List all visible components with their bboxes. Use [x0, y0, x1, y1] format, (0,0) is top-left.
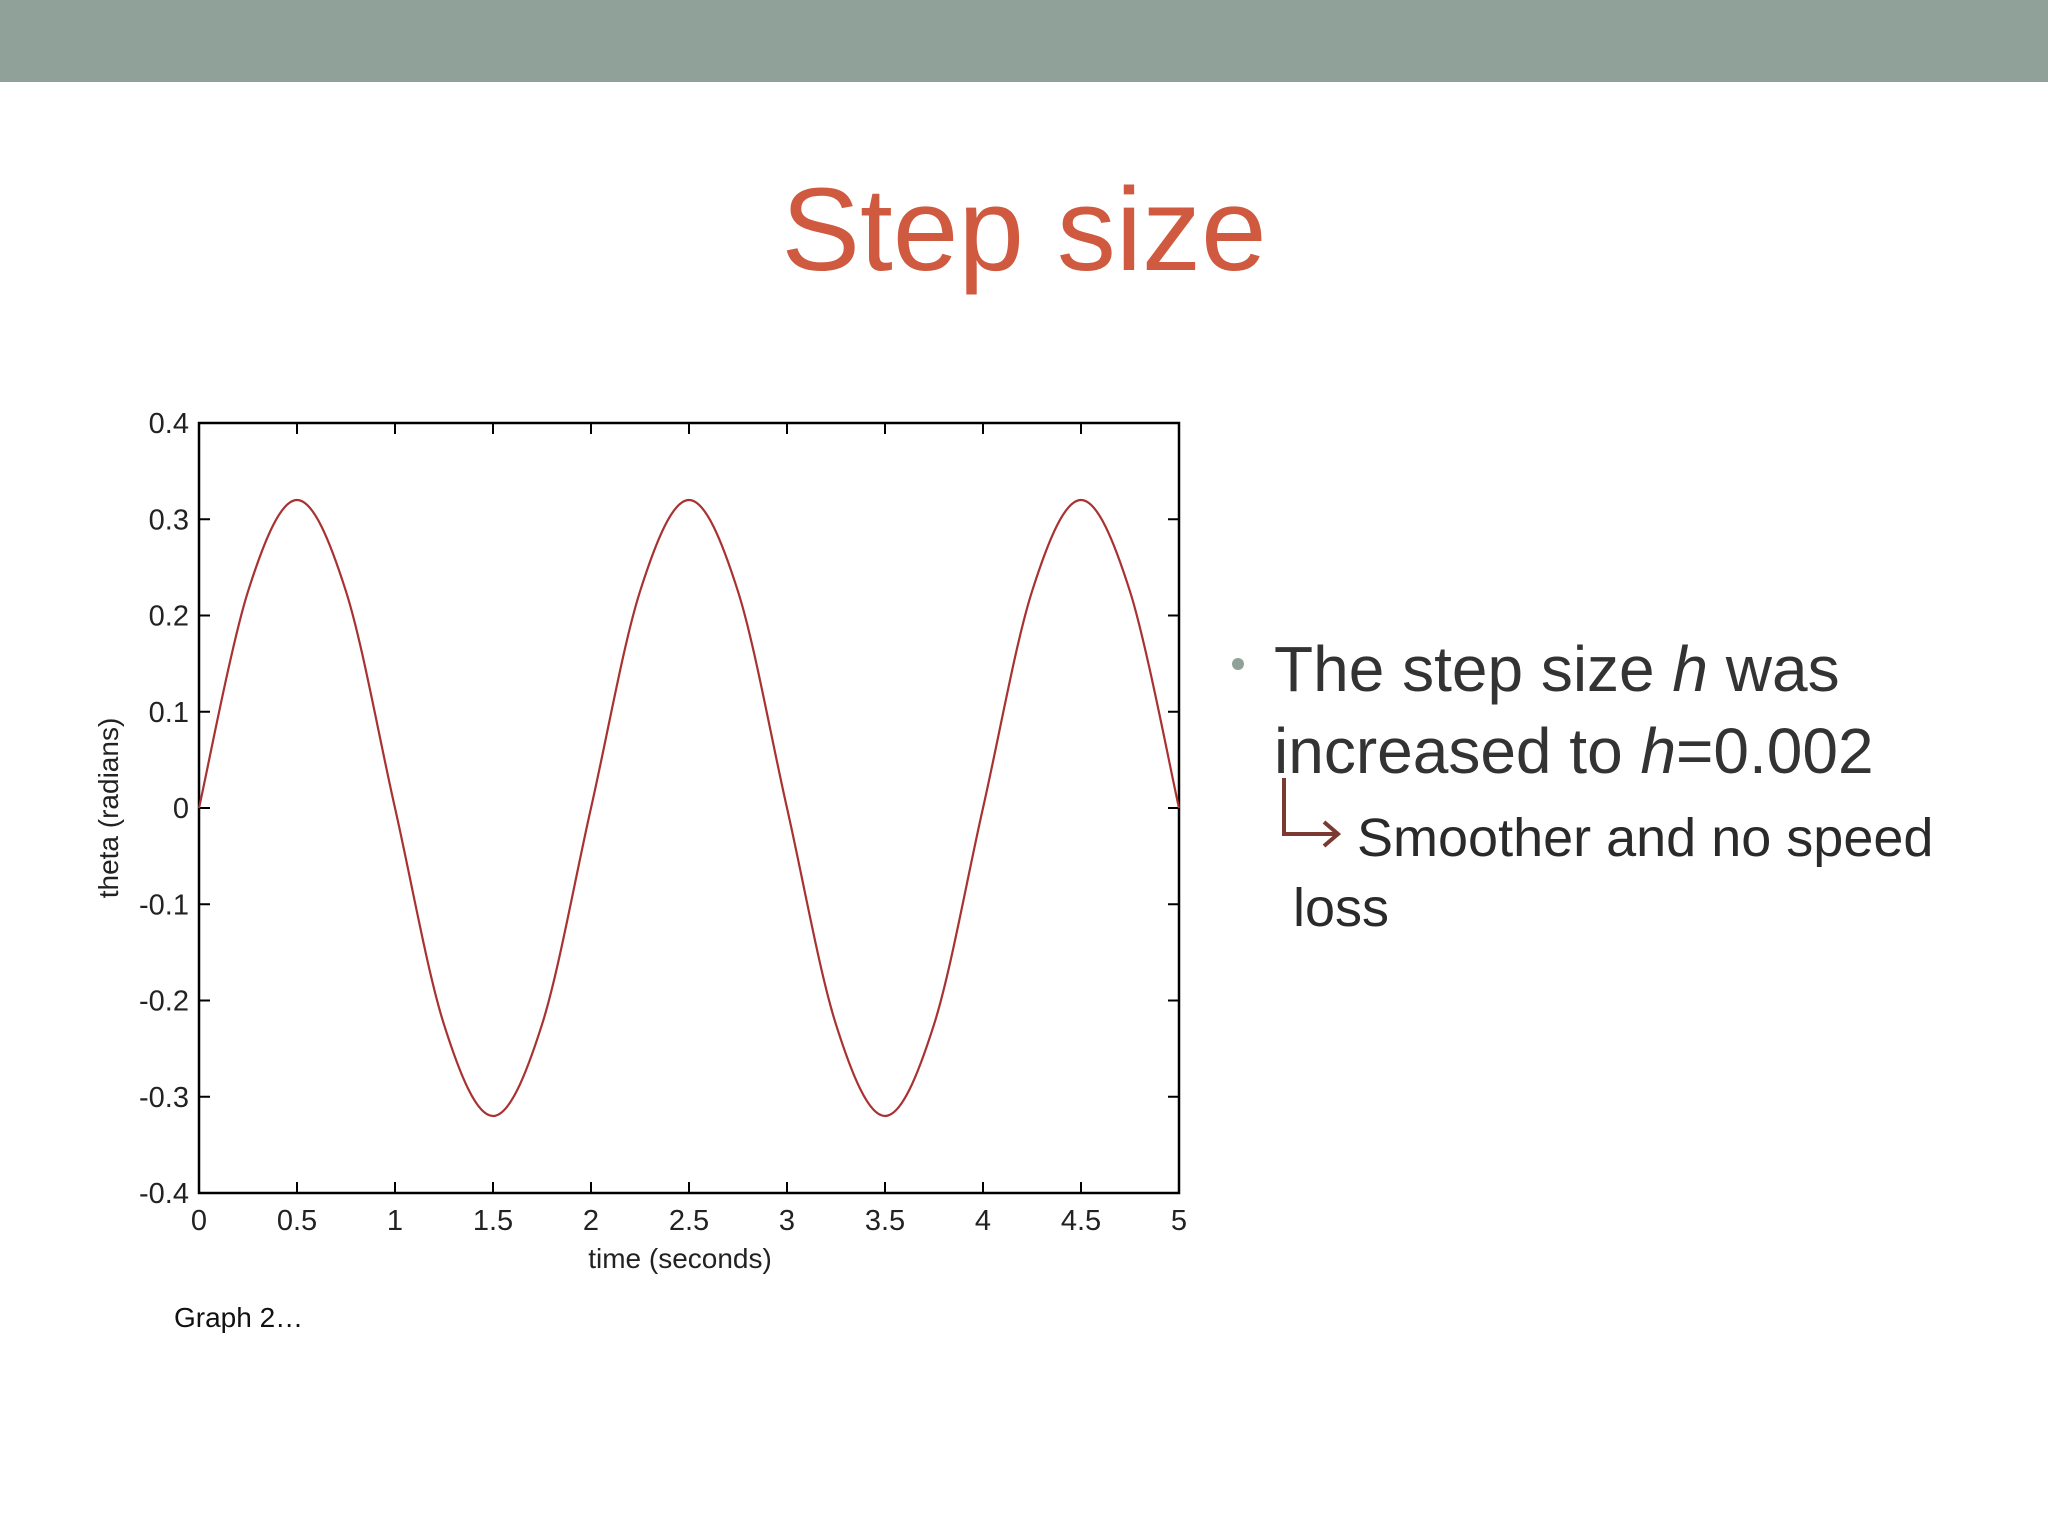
x-tick-label: 0: [191, 1205, 207, 1237]
y-tick-label: 0: [173, 793, 189, 825]
x-tick-label: 4.5: [1061, 1205, 1101, 1237]
theta-time-chart: 0 0.5 1 1.5 2 2.5 3 3.5 4 4.5 5 0.4 0.3 0.2 0.1 0 -0.1 -…: [93, 408, 1187, 1274]
x-tick-labels: 0 0.5 1 1.5 2 2.5 3 3.5 4 4.5 5: [191, 1205, 1187, 1237]
bullet-line2-pre: increased to: [1274, 715, 1641, 787]
sub-point-text: Smoother and no speed loss: [1293, 808, 1934, 938]
bullet-line1-pre: The step size: [1274, 633, 1673, 705]
bullet-line1-post: was: [1708, 633, 1840, 705]
y-axis-title: theta (radians): [93, 718, 124, 899]
series-line-theta: [197, 498, 1181, 1118]
x-tick-label: 5: [1171, 1205, 1187, 1237]
x-tick-label: 1.5: [473, 1205, 513, 1237]
x-axis-title: time (seconds): [588, 1243, 772, 1274]
bullet-line2-post: =0.002: [1676, 715, 1874, 787]
variable-h: h: [1672, 633, 1708, 705]
y-tick-label: -0.4: [139, 1178, 189, 1210]
axis-ticks: [198, 422, 1180, 1194]
y-tick-label: 0.4: [149, 408, 189, 440]
bullet-dot: [1232, 658, 1244, 670]
sub-point-arrow-icon: [1282, 778, 1342, 848]
bullet-text: The step size h was increased to h=0.002: [1274, 628, 1874, 792]
x-tick-label: 1: [387, 1205, 403, 1237]
y-tick-label: 0.2: [149, 601, 189, 633]
slide-title: Step size: [781, 164, 1267, 296]
variable-h: h: [1640, 715, 1677, 787]
y-tick-label: -0.3: [139, 1082, 189, 1114]
x-tick-label: 3: [779, 1205, 795, 1237]
x-tick-label: 2.5: [669, 1205, 709, 1237]
graph-caption: Graph 2…: [174, 1302, 304, 1333]
y-tick-label: 0.1: [149, 697, 189, 729]
x-tick-label: 0.5: [277, 1205, 317, 1237]
plot-area: [197, 421, 1181, 1195]
y-tick-label: -0.1: [139, 889, 189, 921]
x-tick-label: 4: [975, 1205, 991, 1237]
y-tick-label: -0.2: [139, 986, 189, 1018]
x-tick-label: 3.5: [865, 1205, 905, 1237]
x-tick-label: 2: [583, 1205, 599, 1237]
y-tick-labels: 0.4 0.3 0.2 0.1 0 -0.1 -0.2 -0.3 -0.4: [139, 408, 189, 1210]
header-band: [0, 0, 2048, 82]
y-tick-label: 0.3: [149, 504, 189, 536]
